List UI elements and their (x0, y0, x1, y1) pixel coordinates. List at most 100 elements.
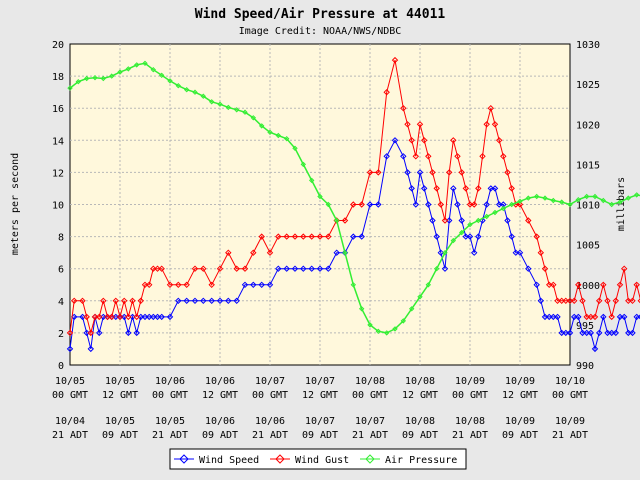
data-point-wind-gust (125, 313, 132, 321)
data-point-wind-gust (241, 265, 249, 272)
data-point-wind-gust (208, 281, 215, 289)
x-tick: 10/05 12 GMT 10/05 09 ADT (102, 376, 138, 441)
data-point-wind-speed (625, 329, 632, 337)
data-point-wind-speed (512, 249, 520, 256)
data-point-wind-gust (225, 249, 232, 256)
data-point-wind-gust (129, 297, 136, 305)
data-point-wind-speed (550, 313, 557, 321)
x-tick-local-time: 21 ADT (452, 430, 488, 441)
x-tick-local-time: 09 ADT (302, 430, 338, 441)
data-point-wind-speed (620, 313, 628, 321)
data-point-wind-gust (587, 313, 595, 321)
data-point-wind-gust (191, 265, 199, 272)
data-point-wind-speed (445, 217, 453, 224)
data-point-air-pressure (442, 249, 448, 256)
x-tick-gmt-time: 12 GMT (302, 390, 338, 401)
data-point-wind-gust (604, 297, 611, 305)
data-point-wind-gust (591, 313, 599, 321)
data-point-wind-gust (300, 233, 307, 240)
chart-title: Wind Speed/Air Pressure at 44011 (195, 7, 446, 22)
data-point-air-pressure (567, 201, 573, 208)
data-point-wind-speed (145, 313, 153, 321)
data-point-wind-gust (408, 137, 415, 144)
data-point-air-pressure (350, 282, 357, 288)
data-point-air-pressure (150, 66, 157, 73)
x-tick-local-time: 21 ADT (152, 430, 188, 441)
x-tick-gmt-date: 10/08 (355, 376, 385, 387)
data-point-wind-speed (175, 297, 182, 305)
right-tick-label: 1020 (576, 120, 600, 131)
data-point-wind-gust (116, 313, 124, 321)
data-point-air-pressure (225, 104, 232, 111)
data-point-air-pressure (583, 193, 590, 200)
series-air-pressure (67, 60, 640, 336)
left-tick-label: 4 (58, 297, 64, 308)
data-point-air-pressure (500, 205, 507, 212)
data-point-wind-speed (283, 265, 290, 272)
data-point-wind-gust (391, 56, 399, 64)
data-point-wind-speed (391, 137, 399, 144)
data-point-wind-speed (566, 329, 574, 337)
data-point-wind-gust (366, 169, 374, 176)
data-point-air-pressure (325, 201, 332, 208)
data-point-wind-gust (466, 201, 474, 208)
data-point-wind-gust (433, 185, 440, 192)
data-point-wind-speed (125, 329, 132, 337)
x-tick-gmt-time: 12 GMT (502, 390, 538, 401)
data-point-wind-gust (166, 281, 174, 289)
data-point-wind-speed (316, 265, 324, 272)
data-point-wind-speed (183, 297, 190, 305)
data-point-wind-speed (545, 313, 553, 321)
data-point-wind-gust (216, 265, 224, 272)
data-point-air-pressure (358, 306, 365, 312)
data-point-wind-gust (66, 329, 74, 337)
data-point-wind-gust (445, 169, 453, 176)
data-point-wind-gust (150, 265, 157, 272)
data-point-wind-gust (183, 281, 190, 289)
data-point-air-pressure (75, 78, 82, 85)
data-point-wind-gust (541, 265, 549, 272)
data-point-wind-speed (470, 249, 478, 256)
data-point-wind-speed (325, 265, 332, 272)
data-point-air-pressure (533, 193, 540, 200)
data-point-air-pressure (608, 201, 615, 208)
data-point-wind-speed (87, 345, 95, 353)
x-tick-local-date: 10/08 (455, 416, 485, 427)
data-point-wind-speed (441, 265, 449, 272)
data-point-wind-gust (491, 121, 499, 128)
data-point-wind-speed (141, 313, 149, 321)
legend-label-wind-speed: Wind Speed (199, 455, 259, 466)
data-point-air-pressure (92, 74, 98, 81)
data-point-wind-gust (375, 169, 382, 176)
data-point-air-pressure (550, 197, 557, 204)
data-point-wind-speed (300, 265, 307, 272)
data-point-wind-speed (570, 313, 578, 321)
data-point-wind-gust (79, 297, 86, 305)
data-point-wind-gust (258, 233, 265, 240)
data-point-wind-speed (525, 265, 532, 272)
data-point-wind-gust (250, 249, 257, 256)
data-point-wind-speed (216, 297, 224, 305)
data-point-wind-gust (316, 233, 324, 240)
data-point-air-pressure (433, 265, 440, 272)
data-point-wind-speed (150, 313, 157, 321)
data-point-wind-gust (141, 281, 149, 289)
data-point-wind-speed (533, 281, 540, 289)
x-tick: 10/07 12 GMT 10/07 09 ADT (302, 376, 338, 441)
data-point-air-pressure (467, 221, 473, 228)
data-point-wind-gust (120, 297, 128, 305)
data-point-wind-speed (600, 313, 607, 321)
right-tick-label: 1000 (576, 281, 600, 292)
data-point-wind-speed (358, 233, 365, 240)
data-point-air-pressure (617, 199, 623, 205)
x-tick-gmt-date: 10/09 (455, 376, 485, 387)
data-point-wind-speed (83, 329, 90, 337)
data-point-air-pressure (142, 60, 148, 67)
data-point-wind-gust (308, 233, 315, 240)
data-point-air-pressure (392, 326, 398, 332)
data-point-wind-gust (266, 249, 274, 256)
data-point-wind-gust (104, 313, 111, 321)
data-point-air-pressure (308, 177, 315, 184)
x-tick: 10/10 00 GMT 10/09 21 ADT (552, 376, 588, 441)
